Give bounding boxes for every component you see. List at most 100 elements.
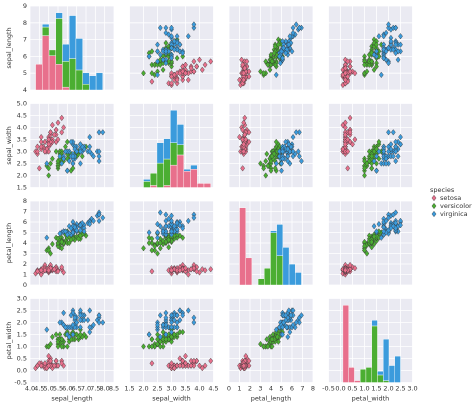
scatter-point [91,153,96,160]
x-tick-label: 6.5 [71,385,81,393]
x-tick-label: 2.0 [383,385,393,393]
scatter-point [87,148,93,155]
x-tick-label: 5.5 [53,385,63,393]
scatter-point [96,153,102,160]
histogram-bar [276,224,284,256]
scatter-point [53,357,59,365]
scatter-point [371,233,377,240]
scatter-point [55,243,61,250]
scatter-point [155,229,160,236]
scatter-point [263,157,269,165]
scatter-point [50,240,55,248]
scatter-point [157,333,163,341]
x-tick-label: 1.5 [371,385,381,393]
scatter-point [241,119,247,126]
x-tick-label: 4.5 [208,385,218,393]
scatter-point [278,59,283,67]
histogram-bar [176,124,185,145]
scatter-point [386,214,391,221]
scatter-point [160,228,166,235]
scatter-point [362,61,367,68]
x-tick-label: 4 [269,385,273,393]
scatter-point [371,66,377,73]
scatter-point [386,21,391,28]
scatter-point [96,312,102,319]
scatter-point [191,21,197,28]
scatter-point [160,321,166,329]
scatter-point [202,267,208,274]
y-tick-label: 0.5 [17,355,27,363]
scatter-point [50,121,55,129]
scatter-point [265,162,271,170]
scatter-point [285,157,291,165]
scatter-point [242,131,248,138]
scatter-point [393,138,399,146]
scatter-point [44,234,50,241]
histogram-bar [55,18,63,65]
scatter-point [390,46,396,53]
scatter-point [277,153,282,160]
scatter-point [46,172,52,179]
scatter-point [157,245,163,252]
scatter-point [240,126,245,134]
scatter-point [81,316,87,324]
scatter-point [395,153,401,160]
histogram-bar [183,171,191,188]
scatter-point [55,136,61,143]
scatter-point [342,131,348,138]
legend-marker [431,194,437,202]
scatter-point [183,268,188,275]
scatter-point [174,312,180,319]
scatter-point [64,167,70,174]
scatter-point [369,238,375,246]
histogram-bar [295,272,302,286]
scatter-point [263,172,269,179]
scatter-point [185,76,191,84]
scatter-point [177,267,183,274]
x-tick-label: 4.0 [25,385,35,393]
y-tick-label: 4.0 [17,124,27,132]
histogram-bar [257,278,265,286]
scatter-point [369,58,375,65]
scatter-point [180,76,186,84]
scatter-point [381,228,387,235]
scatter-point [68,225,74,232]
x-axis-label: sepal_length [51,395,92,403]
scatter-point [286,41,292,48]
scatter-point [267,66,273,73]
scatter-point [96,129,102,136]
x-tick-label: 4.5 [34,385,44,393]
scatter-point [273,71,279,79]
scatter-point [166,236,172,243]
scatter-point [185,33,191,40]
y-tick-label: 3.5 [17,136,27,144]
scatter-point [177,362,183,369]
scatter-point [63,228,68,235]
scatter-point [149,336,155,343]
scatter-point [171,38,177,45]
scatter-point [163,238,169,246]
scatter-point [199,66,205,73]
scatter-point [342,267,348,274]
legend-marker [431,202,437,210]
scatter-point [68,138,74,146]
scatter-point [169,312,174,319]
scatter-point [91,321,96,329]
scatter-point [169,80,174,87]
histogram-bar [348,367,355,383]
scatter-point [364,250,370,257]
scatter-point [246,138,252,146]
scatter-point [364,68,370,75]
scatter-point [290,148,296,155]
scatter-point [157,312,163,319]
histogram-bar [176,154,185,188]
histogram-bar [150,173,158,186]
scatter-point [157,343,163,350]
histogram-bar [270,232,277,286]
scatter-point [70,321,76,329]
y-tick-label: 3.0 [17,295,27,303]
scatter-point [35,143,40,150]
scatter-point [163,39,169,47]
scatter-point [163,314,169,321]
scatter-point [74,227,80,234]
